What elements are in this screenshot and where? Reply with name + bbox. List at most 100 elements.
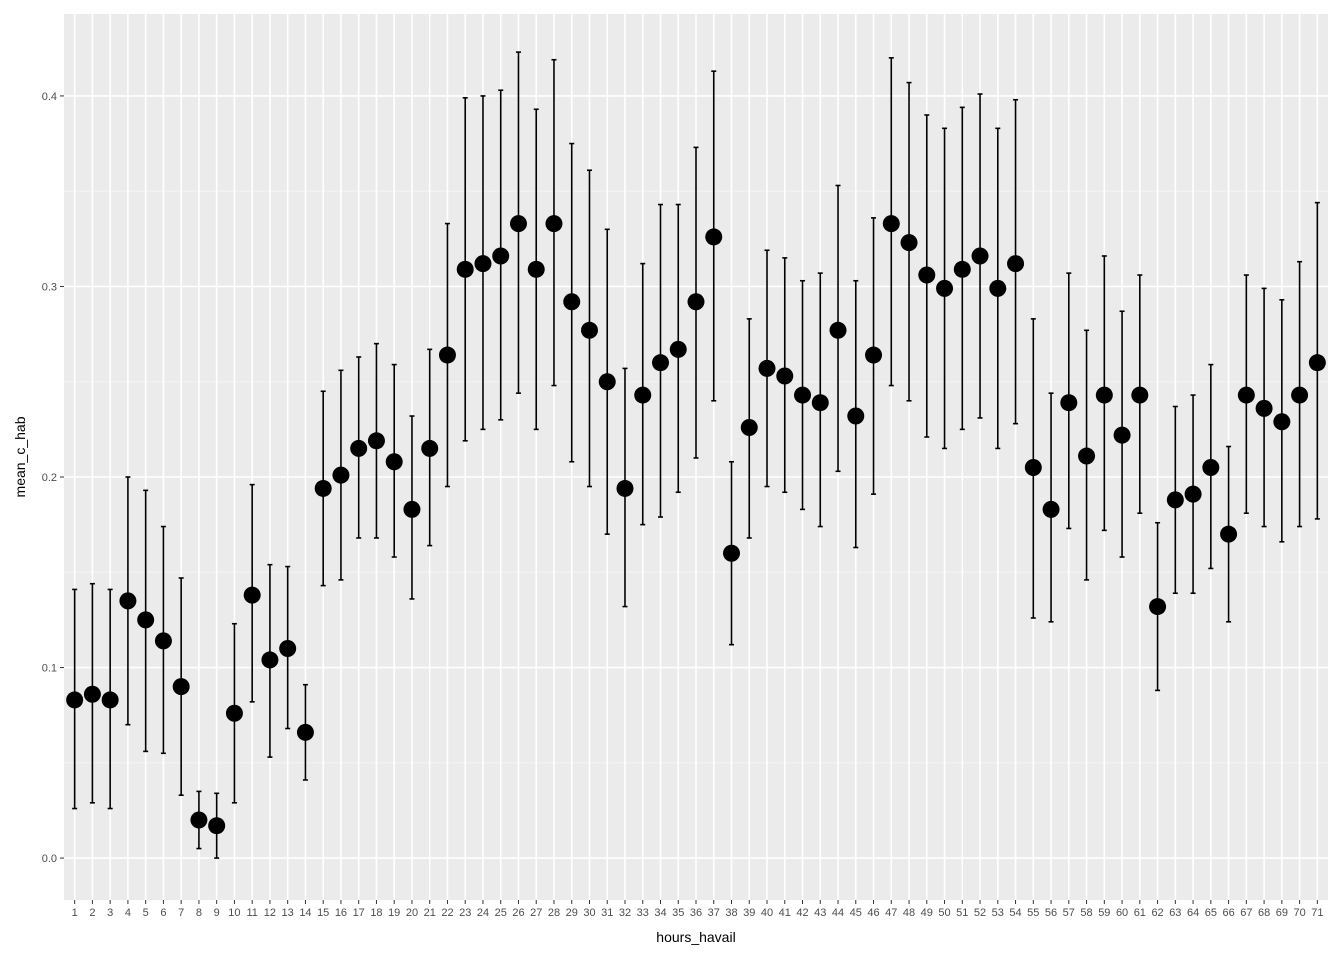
data-point (119, 592, 137, 610)
x-tick-label: 30 (583, 907, 595, 919)
data-point (332, 466, 350, 484)
x-tick-label: 42 (796, 907, 808, 919)
x-tick-label: 6 (160, 907, 166, 919)
x-tick-label: 64 (1187, 907, 1199, 919)
data-point (563, 293, 581, 311)
data-point (438, 346, 456, 364)
data-point (882, 215, 900, 233)
x-tick-label: 5 (143, 907, 149, 919)
data-point (101, 691, 119, 709)
x-tick-label: 49 (921, 907, 933, 919)
x-tick-label: 12 (264, 907, 276, 919)
x-tick-label: 2 (89, 907, 95, 919)
data-point (687, 293, 705, 311)
data-point (421, 439, 439, 457)
data-point (723, 544, 741, 562)
data-point (1237, 386, 1255, 404)
data-point (865, 346, 883, 364)
x-tick-label: 62 (1151, 907, 1163, 919)
data-point (1007, 255, 1025, 273)
x-tick-label: 53 (992, 907, 1004, 919)
x-tick-label: 20 (406, 907, 418, 919)
x-tick-label: 55 (1027, 907, 1039, 919)
data-point (474, 255, 492, 273)
x-tick-label: 61 (1134, 907, 1146, 919)
data-point (492, 247, 510, 265)
x-tick-label: 24 (477, 907, 489, 919)
data-point (1308, 354, 1326, 372)
data-point (527, 260, 545, 278)
x-axis-ticks: 1 2 3 4 5 6 7 8 9 10 11 12 13 14 15 16 17 18 19 20 21 22 23 24 2… (72, 900, 1323, 919)
data-point (1202, 458, 1220, 476)
x-tick-label: 23 (459, 907, 471, 919)
data-point (509, 215, 527, 233)
data-point (1131, 386, 1149, 404)
x-tick-label: 69 (1276, 907, 1288, 919)
data-point (598, 373, 616, 391)
data-point (1255, 399, 1273, 417)
x-tick-label: 59 (1098, 907, 1110, 919)
x-tick-label: 19 (388, 907, 400, 919)
data-point (403, 500, 421, 518)
data-point (971, 247, 989, 265)
data-point (989, 279, 1007, 297)
x-tick-label: 48 (903, 907, 915, 919)
data-point (1113, 426, 1131, 444)
x-tick-label: 38 (725, 907, 737, 919)
x-tick-label: 13 (282, 907, 294, 919)
data-point (1095, 386, 1113, 404)
data-point (900, 234, 918, 252)
x-tick-label: 46 (867, 907, 879, 919)
x-tick-label: 15 (317, 907, 329, 919)
data-point (794, 386, 812, 404)
x-tick-label: 65 (1205, 907, 1217, 919)
data-point (634, 386, 652, 404)
x-tick-label: 71 (1311, 907, 1323, 919)
x-tick-label: 8 (196, 907, 202, 919)
data-point (137, 611, 155, 629)
x-tick-label: 22 (441, 907, 453, 919)
x-tick-label: 14 (299, 907, 311, 919)
data-point (1291, 386, 1309, 404)
x-tick-label: 36 (690, 907, 702, 919)
x-axis-title: hours_havail (656, 929, 735, 945)
x-tick-label: 56 (1045, 907, 1057, 919)
x-tick-label: 35 (672, 907, 684, 919)
data-point (1078, 447, 1096, 465)
x-tick-label: 66 (1222, 907, 1234, 919)
y-tick-label: 0.4 (42, 91, 57, 103)
y-axis-ticks: 0.0 0.1 0.2 0.3 0.4 (42, 91, 64, 865)
x-tick-label: 40 (761, 907, 773, 919)
x-tick-label: 50 (938, 907, 950, 919)
data-point (811, 394, 829, 412)
data-point (758, 359, 776, 377)
x-tick-label: 7 (178, 907, 184, 919)
data-point (953, 260, 971, 278)
y-tick-label: 0.0 (42, 853, 57, 865)
data-point (1149, 598, 1167, 616)
data-point (456, 260, 474, 278)
x-tick-label: 41 (779, 907, 791, 919)
data-point (1184, 485, 1202, 503)
x-tick-label: 39 (743, 907, 755, 919)
x-tick-label: 25 (495, 907, 507, 919)
x-tick-label: 17 (353, 907, 365, 919)
data-point (190, 811, 208, 829)
x-tick-label: 60 (1116, 907, 1128, 919)
data-point (243, 586, 261, 604)
x-tick-label: 37 (708, 907, 720, 919)
data-point (1273, 413, 1291, 431)
data-point (208, 817, 226, 835)
data-point (545, 215, 563, 233)
data-point (1060, 394, 1078, 412)
data-point (154, 632, 172, 650)
data-point (616, 479, 634, 497)
data-point (936, 279, 954, 297)
data-point (66, 691, 84, 709)
data-point (1220, 525, 1238, 543)
data-point (367, 432, 385, 450)
data-point (385, 453, 403, 471)
data-point (296, 723, 314, 741)
data-point (918, 266, 936, 284)
